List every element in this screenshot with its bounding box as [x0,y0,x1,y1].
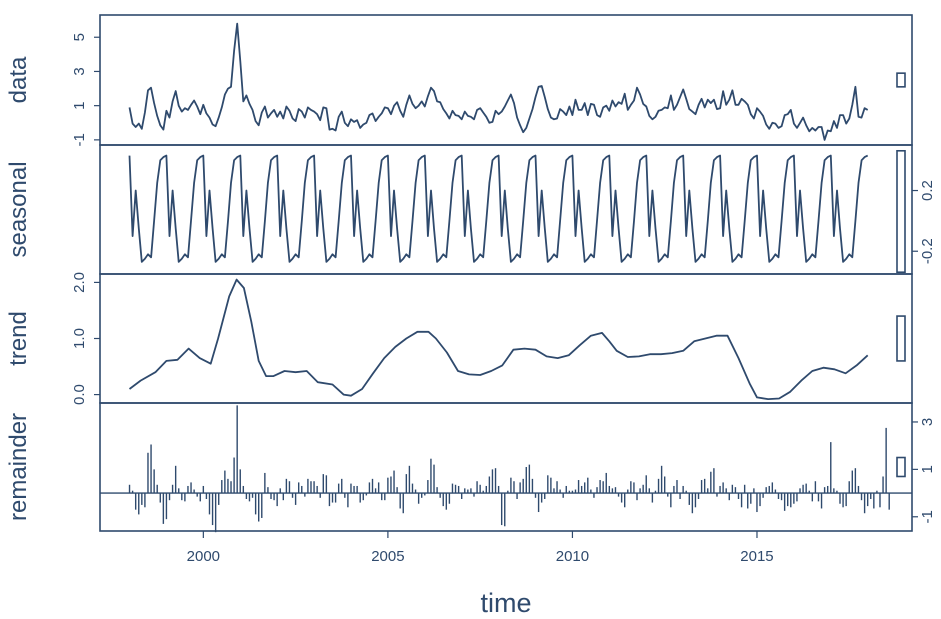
x-tick-label: 2005 [371,548,404,565]
seasonal-line [128,154,869,263]
y-tick-label: 0.0 [71,384,88,405]
scale-bar [896,315,906,362]
panel-label-data: data [5,56,32,103]
panel-remainder: -1 1 3 remainder [5,402,936,533]
y-tick-label: 1.0 [71,328,88,349]
panel-trend: 0.0 1.0 2.0 trend [5,272,913,405]
y-tick-label: 3 [71,67,88,75]
right-y-tick-label: -1 [919,510,936,523]
trend-line [128,278,869,401]
right-y-tick-label: 3 [919,418,936,426]
y-tick-label: 5 [71,33,88,41]
right-y-tick-label: 1 [919,465,936,473]
x-tick-label: 2015 [740,548,773,565]
right-y-tick-label: -0.2 [919,238,936,264]
scale-bar [896,72,906,88]
panel-label-seasonal: seasonal [5,161,32,257]
panel-label-trend: trend [5,311,32,366]
panel-frame [99,402,913,532]
y-tick-label: -1 [71,133,88,146]
data-line [128,22,869,141]
y-tick-label: 1 [71,101,88,109]
right-y-tick-label: 0.2 [919,180,936,201]
panel-label-remainder: remainder [5,413,32,521]
x-tick-label: 2010 [556,548,589,565]
panel-frame [99,273,913,404]
panel-frame [99,14,913,146]
scale-bar [896,456,906,478]
x-tick-label: 2000 [187,548,220,565]
y-tick-label: 2.0 [71,272,88,293]
x-axis-title: time [480,588,531,618]
panel-seasonal: -0.2 0.2 seasonal [5,144,936,275]
panel-data: -1 1 3 5 data [5,14,913,147]
scale-bar [896,149,906,274]
